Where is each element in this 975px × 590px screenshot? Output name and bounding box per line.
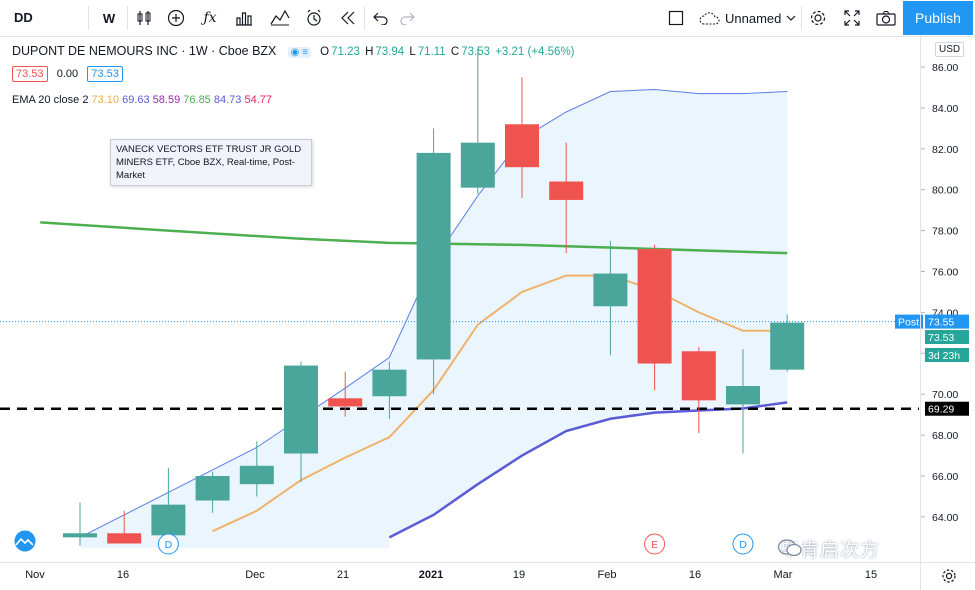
candle-body: [681, 351, 716, 401]
candle-body: [63, 533, 97, 538]
fullscreen-layout-icon[interactable]: [665, 4, 687, 32]
open-value: 71.23: [331, 46, 360, 58]
close-label: C: [450, 46, 460, 58]
spread-value: 0.00: [56, 68, 79, 80]
low-label: L: [409, 46, 416, 58]
legend-header: DUPONT DE NEMOURS INC · 1W · Cboe BZX ◉ …: [12, 44, 577, 58]
series-line-ema-20: [212, 274, 788, 533]
cloud-icon[interactable]: [699, 4, 721, 32]
wechat-icon: [777, 539, 802, 557]
fullscreen-icon[interactable]: [841, 4, 863, 32]
candle-body: [416, 152, 451, 360]
symbol-search-button[interactable]: DD: [14, 10, 33, 25]
low-value: 71.11: [417, 46, 446, 58]
close-value: 73.53: [461, 46, 491, 58]
layout-name-button[interactable]: Unnamed: [725, 10, 782, 26]
high-label: H: [365, 46, 374, 58]
event-marker-icon: [644, 533, 666, 555]
ask-badge[interactable]: 73.53: [87, 66, 123, 82]
redo-icon[interactable]: [396, 4, 418, 32]
candle-body: [593, 273, 628, 307]
indicator-value: 54.77: [241, 94, 272, 106]
axis-settings-corner[interactable]: [920, 562, 975, 590]
candle-body: [239, 465, 274, 485]
tradingview-logo-icon[interactable]: [10, 530, 40, 552]
candle-body: [770, 322, 805, 370]
candle-body: [195, 476, 230, 501]
currency-label[interactable]: USD: [935, 42, 965, 57]
indicator-value: 69.63: [119, 94, 150, 106]
alert-icon[interactable]: [303, 4, 325, 32]
price-axis[interactable]: [920, 37, 975, 562]
chevron-down-icon[interactable]: [784, 4, 798, 32]
settings-gear-icon[interactable]: [807, 4, 829, 32]
legend-toggle-icon[interactable]: ◉ ≡: [287, 47, 311, 58]
bid-ask-row: 73.53 0.00 73.53: [12, 66, 123, 82]
axis-gear-icon[interactable]: [941, 568, 957, 584]
event-marker-label: E: [651, 539, 658, 551]
event-marker-label: D: [165, 539, 173, 551]
indicator-label: EMA 20 close 2: [12, 94, 89, 106]
candle-body: [107, 533, 142, 544]
time-axis[interactable]: [0, 562, 920, 590]
candle-body: [637, 249, 672, 364]
candle-body: [549, 181, 584, 200]
top-toolbar: DD W ƒx Unnamed Publish: [0, 0, 975, 37]
watermark-text: 毕肯启次方: [780, 539, 881, 561]
candle-body: [284, 365, 318, 454]
indicator-value: 76.85: [180, 94, 211, 106]
post-tag-bg: [895, 314, 923, 329]
indicator-value: 73.10: [91, 94, 120, 106]
high-value: 73.94: [375, 46, 405, 58]
series-line-lower-band: [388, 401, 788, 539]
undo-icon[interactable]: [370, 4, 392, 32]
candle-body: [726, 386, 760, 405]
legend-title[interactable]: DUPONT DE NEMOURS INC · 1W · Cboe BZX: [12, 44, 277, 58]
indicators-icon[interactable]: ƒx: [203, 10, 217, 26]
templates-icon[interactable]: [269, 4, 291, 32]
series-line-ema-long: [40, 221, 788, 255]
candle-body: [372, 369, 407, 397]
candle-type-icon[interactable]: [133, 4, 155, 32]
add-compare-icon[interactable]: [165, 4, 187, 32]
indicator-legend[interactable]: EMA 20 close 2 73.10 69.63 58.59 76.85 8…: [12, 94, 272, 106]
event-marker-icon: [732, 533, 754, 555]
event-marker-label: D: [739, 539, 747, 551]
bid-badge[interactable]: 73.53: [12, 66, 48, 82]
candle-body: [151, 504, 186, 536]
replay-icon[interactable]: [337, 4, 359, 32]
candle-body: [505, 124, 539, 168]
publish-button[interactable]: Publish: [903, 1, 973, 35]
indicator-value: 58.59: [149, 94, 181, 106]
symbol-tooltip: VANECK VECTORS ETF TRUST JR GOLD MINERS …: [110, 139, 312, 186]
indicator-value: 84.73: [210, 94, 242, 106]
event-marker-icon: [157, 533, 179, 555]
interval-button[interactable]: W: [102, 10, 116, 26]
candle-body: [328, 398, 363, 407]
camera-icon[interactable]: [875, 4, 897, 32]
candle-body: [460, 142, 495, 188]
change-value: +3.21 (+4.56%): [495, 46, 575, 58]
post-tag: Post: [898, 317, 919, 329]
financials-icon[interactable]: [233, 4, 255, 32]
legend-ohlc: O 71.23 H 73.94 L 71.11 C 73.53 +3.21 (+4.56…: [320, 46, 576, 58]
open-label: O: [320, 46, 330, 58]
